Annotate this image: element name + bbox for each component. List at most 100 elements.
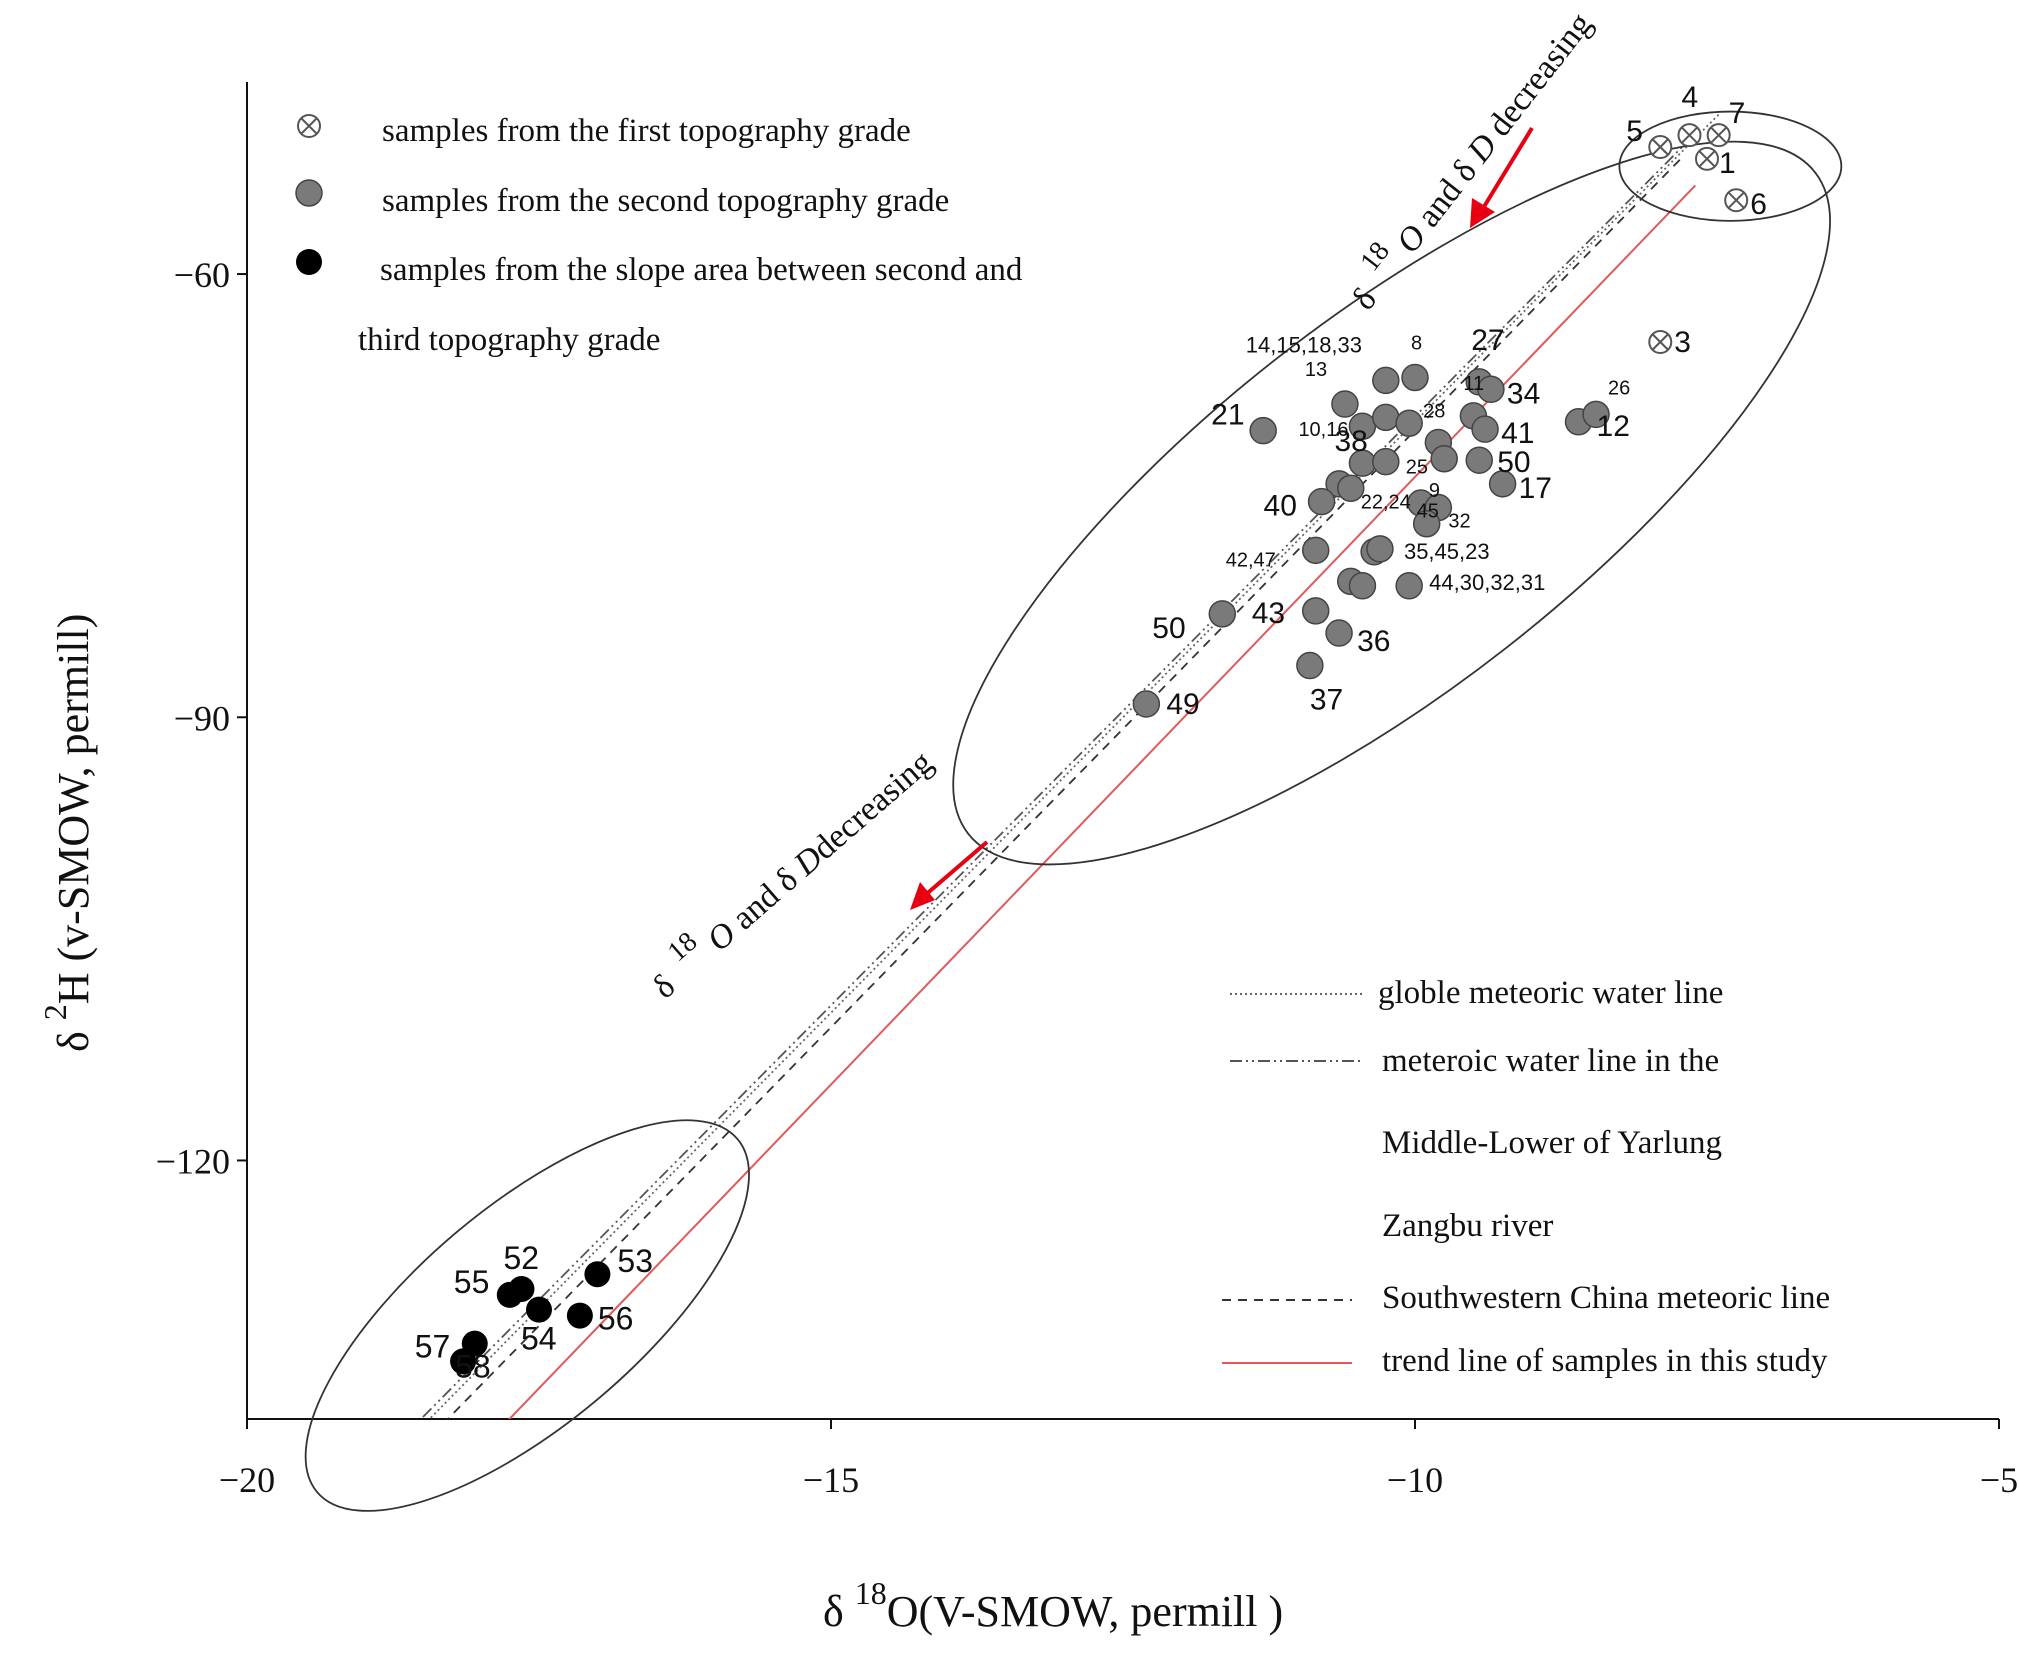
point-second	[1395, 572, 1423, 600]
point-label: 35,45,23	[1404, 539, 1490, 564]
legend-label-trend: trend line of samples in this study	[1382, 1343, 1828, 1379]
point-label: 7	[1729, 97, 1746, 130]
annotation-upper: δ18O and δ D decreasing	[1333, 0, 1599, 317]
point-slope	[584, 1261, 611, 1288]
point-slope	[496, 1281, 523, 1308]
legend-label-gmwl: globle meteoric water line	[1378, 975, 1723, 1011]
point-label: 36	[1357, 625, 1390, 658]
point-label: 10,16	[1298, 419, 1348, 441]
point-label: 26	[1608, 377, 1630, 399]
point-label: 42,47	[1226, 549, 1276, 571]
legend-label-second: samples from the second topography grade	[382, 183, 949, 219]
legend-lines: globle meteoric water line meteroic wate…	[1222, 975, 1830, 1379]
point-first	[1724, 188, 1749, 213]
legend-item-second: samples from the second topography grade	[295, 179, 949, 219]
point-second	[1430, 444, 1458, 473]
legend-item-first: samples from the first topography grade	[297, 113, 911, 149]
line-lmwl	[419, 133, 1696, 1419]
point-second	[1372, 403, 1400, 432]
x-tick-label: −10	[1387, 1460, 1443, 1500]
point-slope	[566, 1302, 593, 1329]
point-label: 25	[1406, 457, 1428, 479]
point-label: 11	[1463, 373, 1484, 395]
point-label: 32	[1448, 510, 1470, 532]
point-label: 55	[454, 1264, 490, 1300]
point-label: 5	[1626, 115, 1643, 148]
point-label: 52	[503, 1240, 539, 1276]
x-tick-label: −15	[803, 1460, 859, 1500]
point-second	[1348, 572, 1377, 600]
legend-item-gmwl: globle meteoric water line	[1230, 975, 1723, 1011]
decrease-arrow-upper	[1470, 126, 1534, 228]
point-label: 27	[1471, 324, 1504, 357]
point-second	[1325, 619, 1353, 647]
legend-label-lmwl: meteroic water line in the	[1382, 1043, 1719, 1079]
y-tick-label: −120	[156, 1141, 230, 1181]
point-first	[1648, 135, 1673, 160]
point-second	[1249, 416, 1277, 445]
point-label: 8	[1411, 332, 1422, 354]
group-ellipses	[304, 110, 1843, 1512]
legend-label-slope: samples from the slope area between seco…	[380, 252, 1023, 288]
point-second	[1488, 470, 1517, 498]
point-second	[1372, 366, 1400, 395]
axes: −20 −15 −10 −5 −60 −90 −120	[156, 82, 2018, 1500]
legend-label-slope-cont: third topography grade	[358, 322, 660, 358]
x-axis-title: δ 18O(V-SMOW, permill )	[823, 1575, 1283, 1636]
point-label: 57	[415, 1329, 451, 1365]
point-label: 3	[1674, 326, 1691, 359]
legend-label-swc: Southwestern China meteoric line	[1382, 1280, 1830, 1316]
legend-item-slope: samples from the slope area between seco…	[296, 249, 1023, 358]
point-second	[1412, 509, 1441, 538]
y-ticks: −60 −90 −120	[156, 255, 247, 1181]
point-second	[1372, 447, 1400, 476]
point-second	[1301, 536, 1330, 565]
data-points	[450, 123, 1749, 1375]
point-label: 50	[1497, 446, 1530, 479]
y-axis-title: δ 2H (v-SMOW, permill)	[37, 614, 98, 1052]
point-label: 50	[1152, 612, 1185, 645]
point-label: 1	[1719, 147, 1736, 180]
point-second	[1331, 390, 1359, 418]
annotation-lower: δ18O and δ Ddecreasing	[636, 732, 940, 1006]
point-second	[1208, 600, 1237, 628]
point-label: 9	[1429, 480, 1440, 502]
point-second	[1471, 415, 1499, 443]
point-second	[1465, 446, 1493, 474]
point-label: 21	[1211, 399, 1244, 432]
point-label: 49	[1166, 688, 1199, 721]
x-tick-label: −20	[219, 1460, 275, 1500]
point-label: 56	[598, 1301, 634, 1337]
point-label: 58	[455, 1348, 491, 1384]
point-label: 17	[1519, 472, 1552, 505]
point-label: 37	[1310, 684, 1343, 717]
decrease-arrow-lower	[910, 840, 989, 910]
point-label: 4	[1681, 81, 1698, 114]
point-first	[1648, 330, 1673, 355]
point-second	[1296, 651, 1324, 680]
group-ellipse-1	[1618, 110, 1843, 222]
legend-label-lmwl-cont-1: Middle-Lower of Yarlung	[1382, 1125, 1722, 1161]
point-label: 41	[1501, 417, 1534, 450]
point-second	[1401, 363, 1429, 392]
legend-item-swc: Southwestern China meteoric line	[1222, 1280, 1830, 1316]
point-second	[1132, 690, 1161, 718]
legend-points: samples from the first topography grade …	[295, 113, 1023, 358]
point-second	[1477, 375, 1505, 404]
point-label: 34	[1507, 377, 1540, 410]
point-label: 40	[1264, 490, 1297, 523]
point-slope	[450, 1348, 477, 1375]
point-second	[1582, 400, 1610, 429]
point-label: 45	[1417, 501, 1439, 523]
y-tick-label: −60	[174, 255, 230, 295]
point-label: 38	[1334, 425, 1367, 458]
point-second	[1366, 535, 1394, 563]
point-label: 53	[617, 1243, 653, 1279]
point-slope	[526, 1296, 552, 1323]
legend-item-lmwl: meteroic water line in the Middle-Lower …	[1230, 1043, 1722, 1244]
point-first	[1706, 123, 1731, 148]
group-ellipse-3	[304, 1119, 750, 1512]
point-first	[1695, 146, 1719, 171]
